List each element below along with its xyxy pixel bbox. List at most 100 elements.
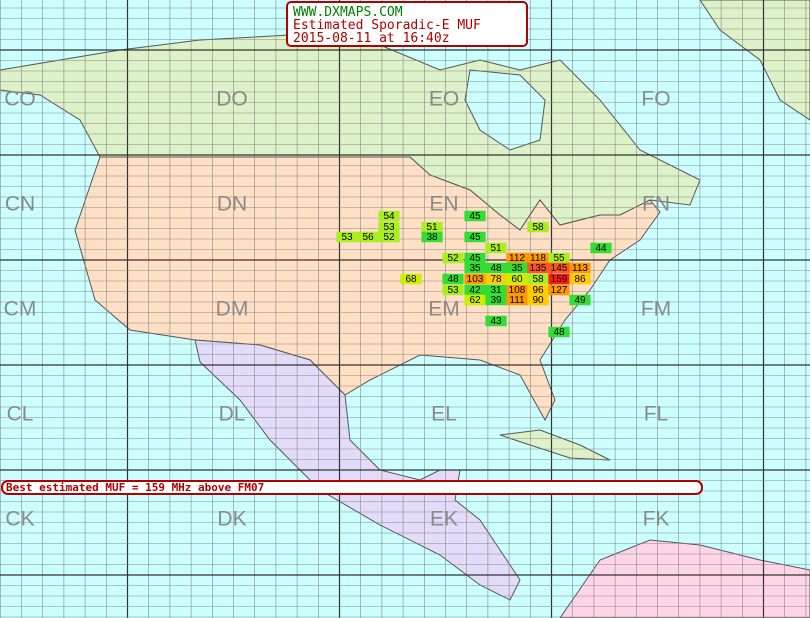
muf-cell-bg: [548, 273, 570, 285]
muf-value: 113: [572, 263, 588, 274]
muf-cell: 31: [485, 284, 507, 296]
grid-label: DK: [217, 508, 246, 531]
muf-cell: 113: [569, 262, 591, 274]
muf-cell: 86: [569, 273, 591, 285]
grid-label: DN: [217, 193, 247, 216]
muf-cell-bg: [485, 273, 507, 285]
muf-cell: 103: [464, 273, 486, 285]
muf-cell: 159: [548, 273, 570, 285]
muf-value: 43: [490, 316, 502, 327]
muf-value: 58: [532, 274, 544, 285]
muf-cell-bg: [569, 294, 591, 306]
muf-value: 58: [532, 222, 544, 233]
muf-cell: 78: [485, 273, 507, 285]
muf-cell: 51: [421, 221, 443, 233]
muf-cell-bg: [464, 252, 486, 264]
muf-cell: 43: [485, 315, 507, 327]
muf-cell: 45: [464, 210, 486, 222]
muf-cell-bg: [569, 273, 591, 285]
muf-cell: 96: [527, 284, 549, 296]
muf-cell: 44: [590, 242, 612, 254]
grid-label: EN: [429, 193, 458, 216]
muf-cell: 90: [527, 294, 549, 306]
muf-value: 90: [532, 295, 544, 306]
muf-cell-bg: [378, 231, 400, 243]
muf-cell: 52: [378, 231, 400, 243]
muf-cell: 56: [357, 231, 379, 243]
muf-value: 68: [405, 274, 417, 285]
muf-cell: 48: [485, 262, 507, 274]
muf-value: 62: [469, 295, 481, 306]
grid-label: FL: [644, 403, 669, 426]
muf-cell-bg: [421, 231, 443, 243]
muf-value: 108: [509, 285, 526, 296]
timestamp: 2015-08-11 at 16:40z: [293, 31, 450, 46]
muf-cell: 54: [378, 210, 400, 222]
muf-cell: 53: [442, 284, 464, 296]
grid-label: CN: [5, 193, 35, 216]
muf-cell-bg: [548, 284, 570, 296]
grid-label: EO: [429, 88, 459, 111]
muf-value: 45: [469, 211, 481, 222]
muf-cell-bg: [400, 273, 422, 285]
muf-cell-bg: [548, 326, 570, 338]
muf-cell-bg: [485, 315, 507, 327]
muf-cell-bg: [527, 262, 549, 274]
muf-value: 118: [530, 253, 546, 264]
muf-cell: 135: [527, 262, 549, 274]
muf-value: 48: [553, 327, 565, 338]
muf-value: 31: [490, 285, 502, 296]
muf-value: 78: [490, 274, 502, 285]
grid-label: CO: [4, 88, 36, 111]
muf-cell-bg: [485, 262, 507, 274]
grid-labels: CO DO EO FO CN DN EN FN CM DM EM FM CL DL EL FL CK DK EK FK: [4, 88, 672, 531]
muf-cell-bg: [464, 231, 486, 243]
muf-cell-bg: [464, 210, 486, 222]
muf-value: 56: [362, 232, 374, 243]
muf-value: 53: [383, 222, 395, 233]
muf-cell: 68: [400, 273, 422, 285]
muf-cell-bg: [464, 284, 486, 296]
grid-label: FO: [641, 88, 670, 111]
muf-cell: 58: [527, 273, 549, 285]
muf-cell: 38: [421, 231, 443, 243]
banner: Best estimated MUF = 159 MHz above FM07: [6, 481, 264, 494]
grid-label: FM: [641, 298, 671, 321]
muf-value: 48: [490, 263, 502, 274]
muf-value: 45: [469, 253, 481, 264]
muf-value: 112: [509, 253, 525, 264]
muf-cell-bg: [527, 284, 549, 296]
grid-label: FN: [642, 193, 670, 216]
muf-cell: 118: [527, 252, 549, 264]
muf-value: 54: [383, 211, 395, 222]
muf-cell-bg: [442, 252, 464, 264]
grid-label: CL: [7, 403, 34, 426]
muf-cell-bg: [506, 262, 528, 274]
muf-cell-bg: [527, 273, 549, 285]
grid-label: EK: [430, 508, 458, 531]
muf-cell-bg: [485, 284, 507, 296]
muf-cell: 35: [464, 262, 486, 274]
muf-cell-bg: [506, 273, 528, 285]
muf-cell: 51: [485, 242, 507, 254]
muf-cell: 58: [527, 221, 549, 233]
muf-cell-bg: [485, 242, 507, 254]
hudson-bay: [464, 69, 546, 151]
muf-cell-bg: [527, 221, 549, 233]
muf-value: 60: [511, 274, 523, 285]
grid-label: FK: [643, 508, 670, 531]
grid-label: CK: [5, 508, 34, 531]
muf-cell-bg: [506, 252, 528, 264]
muf-value: 103: [467, 274, 484, 285]
muf-value: 55: [553, 253, 565, 264]
muf-cell-bg: [527, 252, 549, 264]
muf-cell-bg: [527, 294, 549, 306]
muf-cell: 48: [442, 273, 464, 285]
muf-value: 51: [490, 243, 502, 254]
site: WWW.DXMAPS.COM: [293, 5, 403, 20]
muf-value: 39: [490, 295, 502, 306]
muf-value: 48: [447, 274, 459, 285]
muf-value: 86: [574, 274, 586, 285]
